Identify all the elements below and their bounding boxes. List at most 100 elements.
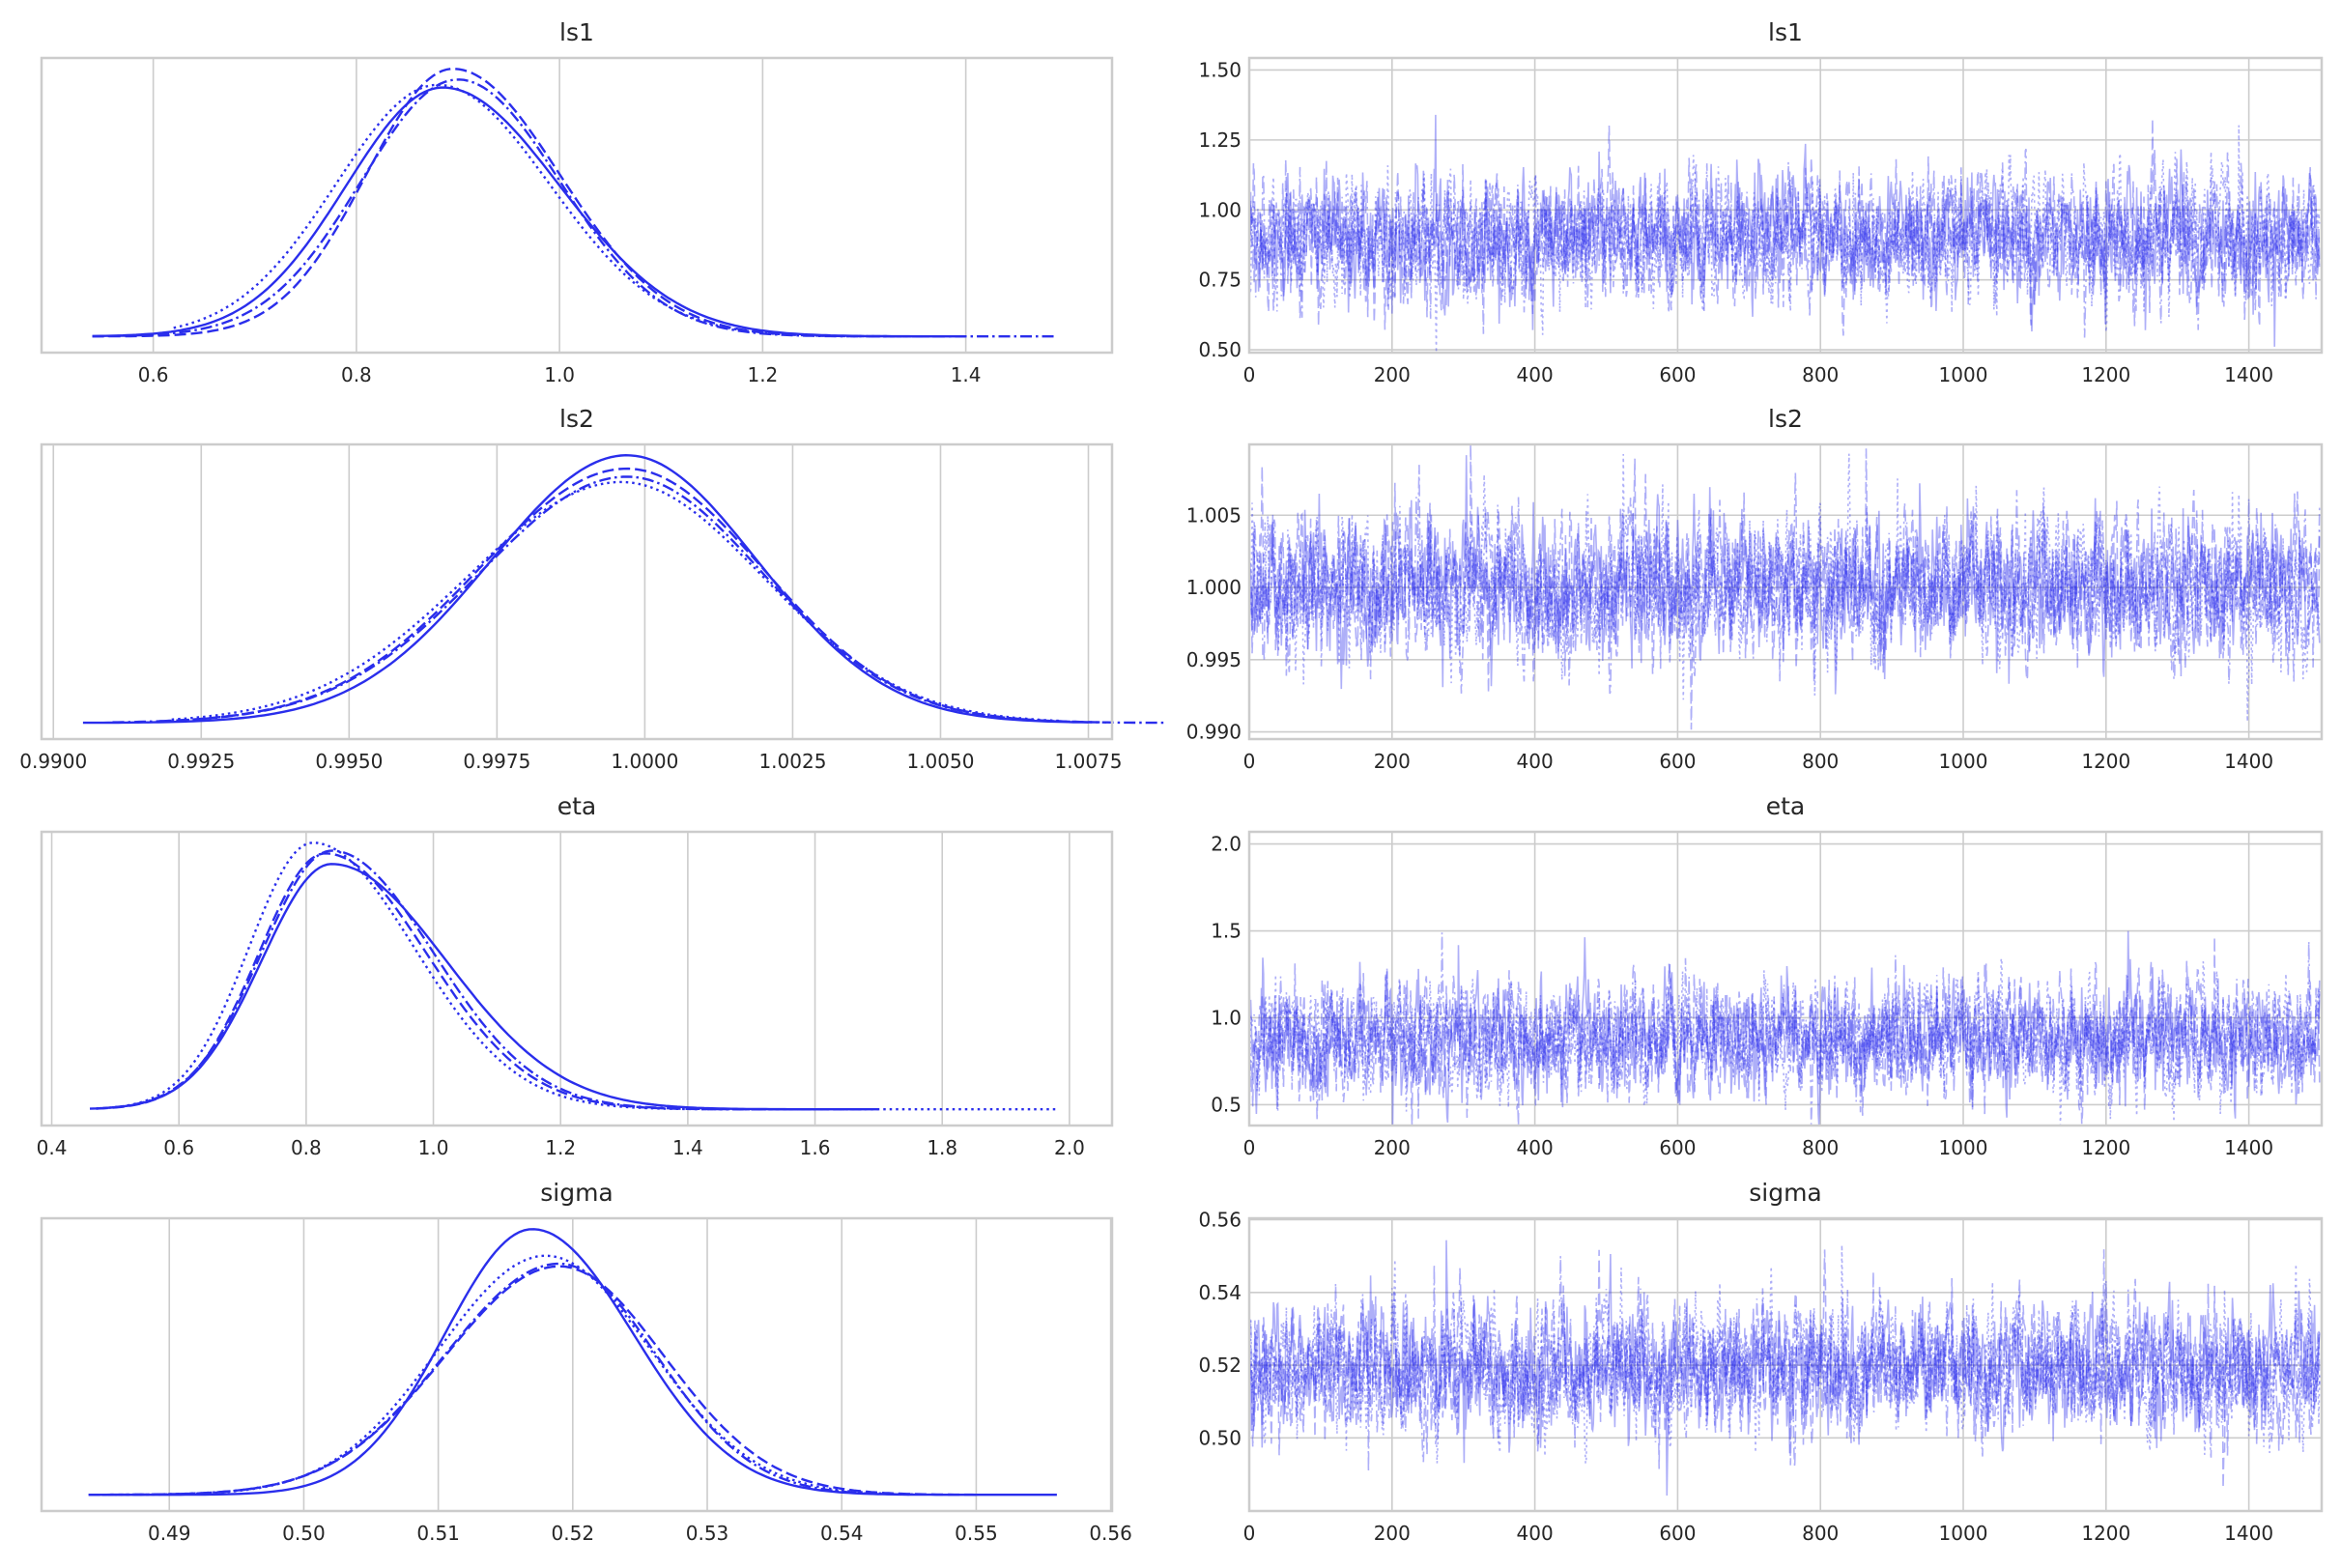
x-tick-label: 600 xyxy=(1659,363,1696,386)
kde-line-chain-1 xyxy=(96,852,879,1111)
x-tick-label: 1000 xyxy=(1939,363,1988,386)
x-tick-label: 200 xyxy=(1374,363,1411,386)
y-tick-label: 0.990 xyxy=(1186,721,1242,744)
x-tick-label: 1.2 xyxy=(545,1136,576,1159)
x-tick-label: 1.0000 xyxy=(611,750,678,773)
x-tick-label: 0.51 xyxy=(416,1522,460,1545)
axes-frame xyxy=(1247,442,2324,741)
panel-title: ls1 xyxy=(1768,18,1803,46)
panel-title: ls2 xyxy=(1768,405,1803,433)
x-tick-label: 0.4 xyxy=(37,1136,68,1159)
x-tick-label: 1400 xyxy=(2224,363,2273,386)
x-tick-label: 0.8 xyxy=(341,363,372,386)
y-tick-label: 1.5 xyxy=(1211,920,1242,943)
y-tick-label: 1.000 xyxy=(1186,576,1242,599)
axes-frame xyxy=(1247,1216,2324,1513)
kde-line-chain-1 xyxy=(92,68,946,338)
x-tick-label: 0.52 xyxy=(552,1522,595,1545)
trace-line-chain-2 xyxy=(1248,453,2321,722)
trace-line-chain-1 xyxy=(1248,118,2321,336)
y-tick-label: 1.005 xyxy=(1186,503,1242,527)
trace-line-chain-1 xyxy=(1248,443,2321,730)
panel-trace-eta: eta 0 200 400 600 800 1000 1200 1400 0.5 1.0 1.5 2.0 xyxy=(1211,792,2324,1159)
y-tick-label: 0.75 xyxy=(1198,269,1242,292)
panel-kde-ls1: ls1 0.6 0.8 1.0 1.2 1.4 xyxy=(40,18,1114,386)
axes-frame xyxy=(1247,56,2324,355)
x-tick-label: 1.0 xyxy=(544,363,575,386)
kde-line-chain-1 xyxy=(101,1265,977,1497)
x-tick-label: 1200 xyxy=(2081,1522,2130,1545)
kde-line-chain-0 xyxy=(92,86,966,338)
x-tick-label: 400 xyxy=(1517,363,1554,386)
x-tick-label: 600 xyxy=(1659,1522,1696,1545)
panel-title: eta xyxy=(557,792,597,820)
x-tick-label: 1.8 xyxy=(927,1136,957,1159)
trace-line-chain-0 xyxy=(1248,455,2321,695)
x-tick-label: 0.49 xyxy=(148,1522,191,1545)
kde-line-chain-3 xyxy=(88,1262,909,1497)
axes-frame xyxy=(40,830,1114,1127)
trace-line-chain-0 xyxy=(1248,930,2321,1126)
x-tick-label: 0.6 xyxy=(138,363,169,386)
trace-line-chain-3 xyxy=(1248,148,2321,338)
kde-line-chain-2 xyxy=(101,1254,923,1497)
y-tick-label: 1.25 xyxy=(1198,128,1242,152)
x-tick-label: 1.0 xyxy=(418,1136,449,1159)
kde-line-chain-2 xyxy=(173,83,905,338)
x-tick-label: 600 xyxy=(1659,750,1696,773)
x-tick-label: 1.0025 xyxy=(758,750,826,773)
panel-title: ls1 xyxy=(559,18,594,46)
y-tick-label: 1.00 xyxy=(1198,198,1242,221)
trace-line-chain-1 xyxy=(1248,936,2321,1126)
x-tick-label: 2.0 xyxy=(1054,1136,1085,1159)
x-tick-label: 1200 xyxy=(2081,1136,2130,1159)
panel-title: sigma xyxy=(1749,1179,1822,1207)
x-tick-label: 0.9950 xyxy=(315,750,383,773)
trace-line-chain-0 xyxy=(1248,114,2321,347)
x-tick-label: 400 xyxy=(1517,750,1554,773)
x-tick-label: 0.6 xyxy=(163,1136,194,1159)
x-tick-label: 0.55 xyxy=(955,1522,998,1545)
x-tick-label: 1000 xyxy=(1939,1136,1988,1159)
x-tick-label: 0 xyxy=(1243,1136,1256,1159)
trace-line-chain-1 xyxy=(1248,1249,2321,1489)
panel-title: ls2 xyxy=(559,405,594,433)
panel-title: eta xyxy=(1766,792,1806,820)
y-tick-label: 1.0 xyxy=(1211,1006,1242,1029)
y-tick-label: 0.50 xyxy=(1198,338,1242,361)
panel-trace-ls2: ls2 0 200 400 600 800 1000 1200 1400 0.990 0.995 1.… xyxy=(1186,405,2324,773)
y-tick-label: 2.0 xyxy=(1211,833,1242,856)
x-tick-label: 1000 xyxy=(1939,1522,1988,1545)
y-tick-label: 0.52 xyxy=(1198,1354,1242,1377)
x-tick-label: 800 xyxy=(1802,1136,1839,1159)
x-tick-label: 0.54 xyxy=(820,1522,864,1545)
x-tick-label: 600 xyxy=(1659,1136,1696,1159)
trace-line-chain-2 xyxy=(1248,1244,2321,1465)
x-tick-label: 0.56 xyxy=(1089,1522,1132,1545)
x-tick-label: 0.8 xyxy=(291,1136,322,1159)
x-tick-label: 0 xyxy=(1243,750,1256,773)
panel-title: sigma xyxy=(540,1179,614,1207)
kde-line-chain-0 xyxy=(82,453,1089,725)
panel-kde-sigma: sigma 0.49 0.50 0.51 0.52 0.53 0.54 0.55 0.56 xyxy=(40,1179,1132,1545)
x-tick-label: 1000 xyxy=(1939,750,1988,773)
x-tick-label: 0.9975 xyxy=(463,750,530,773)
trace-line-chain-2 xyxy=(1248,125,2321,354)
x-tick-label: 200 xyxy=(1374,1522,1411,1545)
x-tick-label: 1.0050 xyxy=(906,750,974,773)
x-tick-label: 1.4 xyxy=(672,1136,703,1159)
x-tick-label: 800 xyxy=(1802,750,1839,773)
axes-frame xyxy=(40,1216,1114,1513)
x-tick-label: 400 xyxy=(1517,1136,1554,1159)
kde-line-chain-3 xyxy=(92,78,1058,338)
x-tick-label: 200 xyxy=(1374,1136,1411,1159)
panel-kde-ls2: ls2 0.9900 0.9925 0.9950 0.9975 1.0000 1.0025 1… xyxy=(19,405,1166,773)
kde-line-chain-2 xyxy=(171,480,1059,723)
x-tick-label: 800 xyxy=(1802,1522,1839,1545)
x-tick-label: 800 xyxy=(1802,363,1839,386)
kde-line-chain-0 xyxy=(96,863,867,1111)
axes-frame xyxy=(40,56,1114,355)
y-tick-label: 0.995 xyxy=(1186,648,1242,671)
x-tick-label: 1200 xyxy=(2081,363,2130,386)
